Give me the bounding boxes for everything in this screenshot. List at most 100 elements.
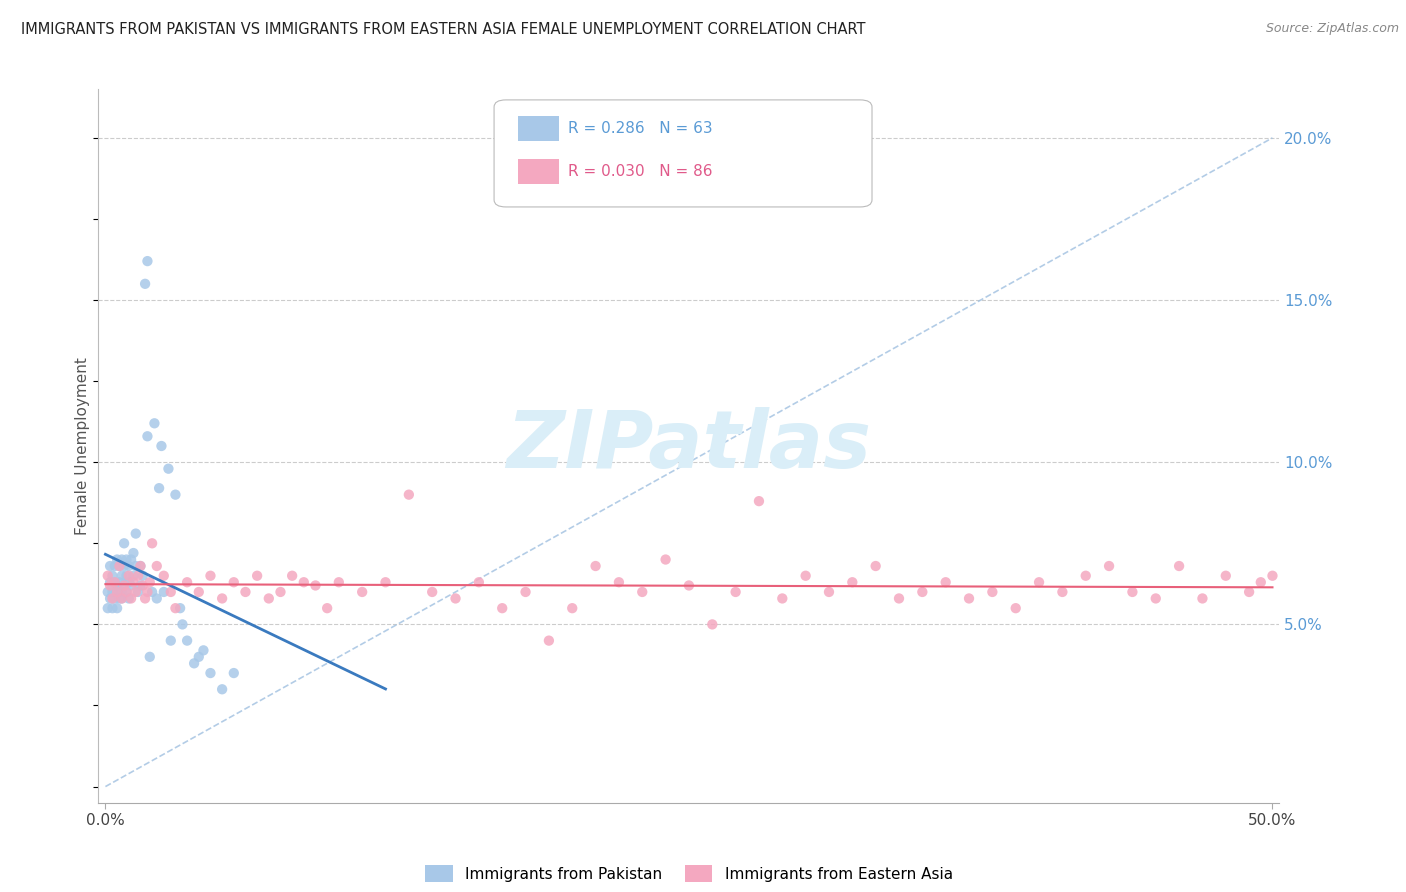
Text: R = 0.286   N = 63: R = 0.286 N = 63 [568, 121, 713, 136]
Point [97, 601, 120, 615]
Point [935, 575, 957, 590]
Point [104, 591, 127, 606]
Point [97, 585, 120, 599]
Point [125, 526, 148, 541]
Point [468, 575, 491, 590]
Point [98, 591, 121, 606]
Point [246, 568, 269, 582]
Point [98, 575, 121, 590]
Point [257, 591, 280, 606]
Point [134, 591, 156, 606]
Point [841, 575, 863, 590]
Text: Source: ZipAtlas.com: Source: ZipAtlas.com [1265, 22, 1399, 36]
Point [101, 585, 124, 599]
Bar [517, 116, 560, 141]
Point [104, 575, 127, 590]
Point [1331, 585, 1354, 599]
Point [165, 601, 187, 615]
Point [136, 254, 159, 268]
Point [129, 559, 152, 574]
Point [585, 559, 607, 574]
Point [134, 277, 156, 291]
Point [561, 601, 583, 615]
Point [176, 575, 198, 590]
Point [1237, 585, 1260, 599]
Point [120, 578, 142, 592]
Point [105, 578, 128, 592]
Point [146, 559, 169, 574]
Point [304, 578, 326, 592]
Point [105, 552, 128, 566]
Point [118, 559, 141, 574]
Point [152, 585, 174, 599]
Point [398, 488, 420, 502]
Point [1074, 568, 1097, 582]
Point [136, 585, 159, 599]
Point [1215, 568, 1237, 582]
Point [112, 578, 135, 592]
Point [770, 591, 793, 606]
Text: IMMIGRANTS FROM PAKISTAN VS IMMIGRANTS FROM EASTERN ASIA FEMALE UNEMPLOYMENT COR: IMMIGRANTS FROM PAKISTAN VS IMMIGRANTS F… [21, 22, 866, 37]
Point [120, 552, 142, 566]
Point [108, 559, 131, 574]
Point [328, 575, 350, 590]
Point [112, 578, 135, 592]
Point [136, 429, 159, 443]
Point [1098, 559, 1121, 574]
Point [129, 578, 152, 592]
Point [111, 568, 134, 582]
Point [537, 633, 560, 648]
Point [183, 657, 205, 671]
Point [352, 585, 374, 599]
Point [111, 552, 134, 566]
Point [118, 568, 141, 582]
Point [139, 575, 162, 590]
Point [104, 559, 127, 574]
Point [112, 536, 135, 550]
Point [108, 559, 131, 574]
Point [654, 552, 676, 566]
Point [491, 601, 513, 615]
Point [159, 633, 181, 648]
Point [120, 591, 142, 606]
Point [97, 568, 120, 582]
Point [127, 568, 149, 582]
Point [1191, 591, 1213, 606]
Point [150, 439, 173, 453]
Point [127, 585, 149, 599]
Point [957, 591, 980, 606]
Point [1402, 649, 1406, 664]
Point [911, 585, 934, 599]
Point [420, 585, 443, 599]
Point [1144, 591, 1167, 606]
Point [1308, 575, 1330, 590]
Point [981, 585, 1004, 599]
Point [1052, 585, 1074, 599]
Point [141, 585, 163, 599]
Point [141, 536, 163, 550]
Point [105, 585, 128, 599]
Point [132, 568, 155, 582]
Point [169, 601, 191, 615]
Point [724, 585, 747, 599]
Point [292, 575, 315, 590]
Point [125, 559, 148, 574]
Point [139, 649, 162, 664]
Point [794, 568, 817, 582]
Point [865, 559, 887, 574]
Point [374, 575, 396, 590]
Point [1272, 585, 1295, 599]
Point [148, 481, 170, 495]
Point [108, 575, 131, 590]
Point [222, 575, 245, 590]
Point [1004, 601, 1026, 615]
Point [515, 585, 537, 599]
Point [631, 585, 654, 599]
Point [200, 666, 222, 681]
Point [235, 585, 257, 599]
Point [193, 643, 215, 657]
Point [200, 568, 222, 582]
Point [118, 575, 141, 590]
Point [1354, 591, 1376, 606]
Point [105, 585, 128, 599]
